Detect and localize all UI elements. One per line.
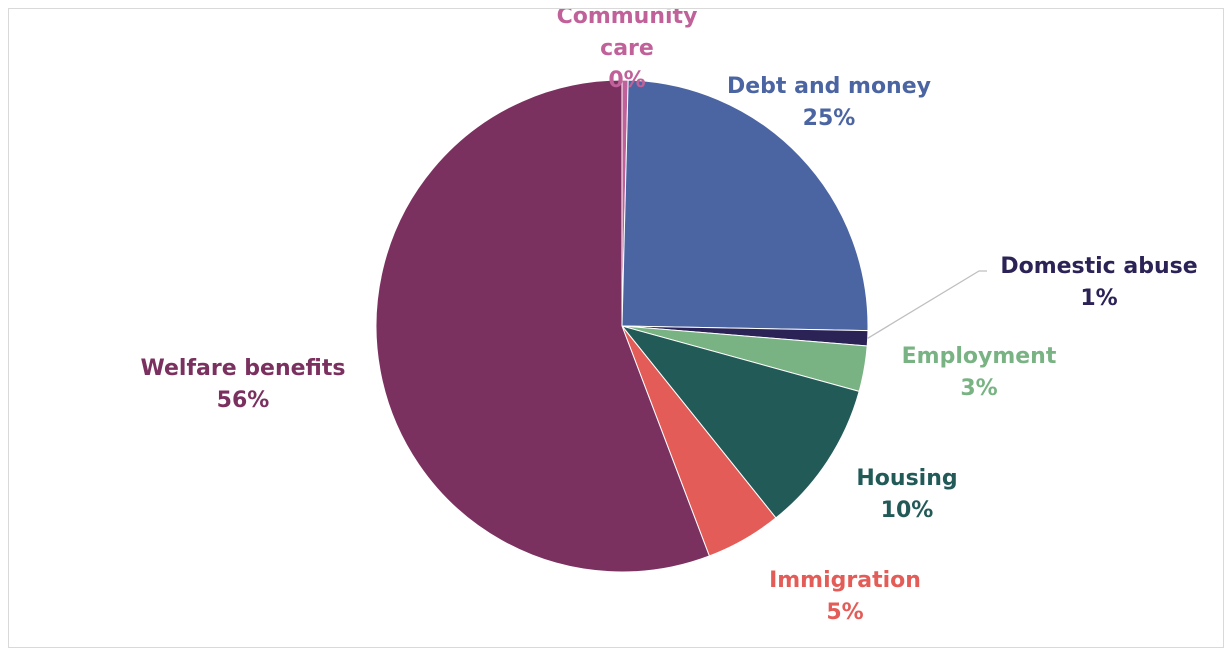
- data-label-community-care: Community care 0%: [557, 9, 698, 93]
- data-label-welfare-benefits: Welfare benefits 56%: [141, 356, 346, 413]
- data-label-value: 5%: [826, 600, 863, 625]
- data-label-value: 25%: [803, 106, 856, 131]
- chart-area: Community care 0% Debt and money 25% Domestic…: [8, 8, 1224, 648]
- pie-chart: Community care 0% Debt and money 25% Domestic…: [141, 9, 1198, 625]
- data-label-value: 0%: [608, 68, 645, 93]
- data-label-category: Employment: [902, 344, 1057, 369]
- data-label-category: care: [600, 36, 654, 61]
- data-label-value: 56%: [217, 388, 270, 413]
- data-label-employment: Employment 3%: [902, 344, 1057, 401]
- data-label-category: Immigration: [769, 568, 921, 593]
- data-label-domestic-abuse: Domestic abuse 1%: [1000, 254, 1197, 311]
- data-label-debt-and-money: Debt and money 25%: [727, 74, 931, 131]
- pie-slice-debt-and-money: [621, 79, 869, 332]
- pie-slice-welfare-benefits: [375, 79, 710, 573]
- pie-slice-housing: [620, 325, 860, 519]
- data-label-category: Welfare benefits: [141, 356, 346, 381]
- leader-line-domestic-abuse: [867, 270, 987, 339]
- data-label-category: Community: [557, 9, 698, 29]
- data-label-category: Domestic abuse: [1000, 254, 1197, 279]
- data-label-value: 10%: [881, 498, 934, 523]
- data-label-category: Debt and money: [727, 74, 931, 99]
- data-label-value: 3%: [960, 376, 997, 401]
- data-label-housing: Housing 10%: [856, 466, 957, 523]
- data-label-category: Housing: [856, 466, 957, 491]
- data-label-value: 1%: [1080, 286, 1117, 311]
- data-label-immigration: Immigration 5%: [769, 568, 921, 625]
